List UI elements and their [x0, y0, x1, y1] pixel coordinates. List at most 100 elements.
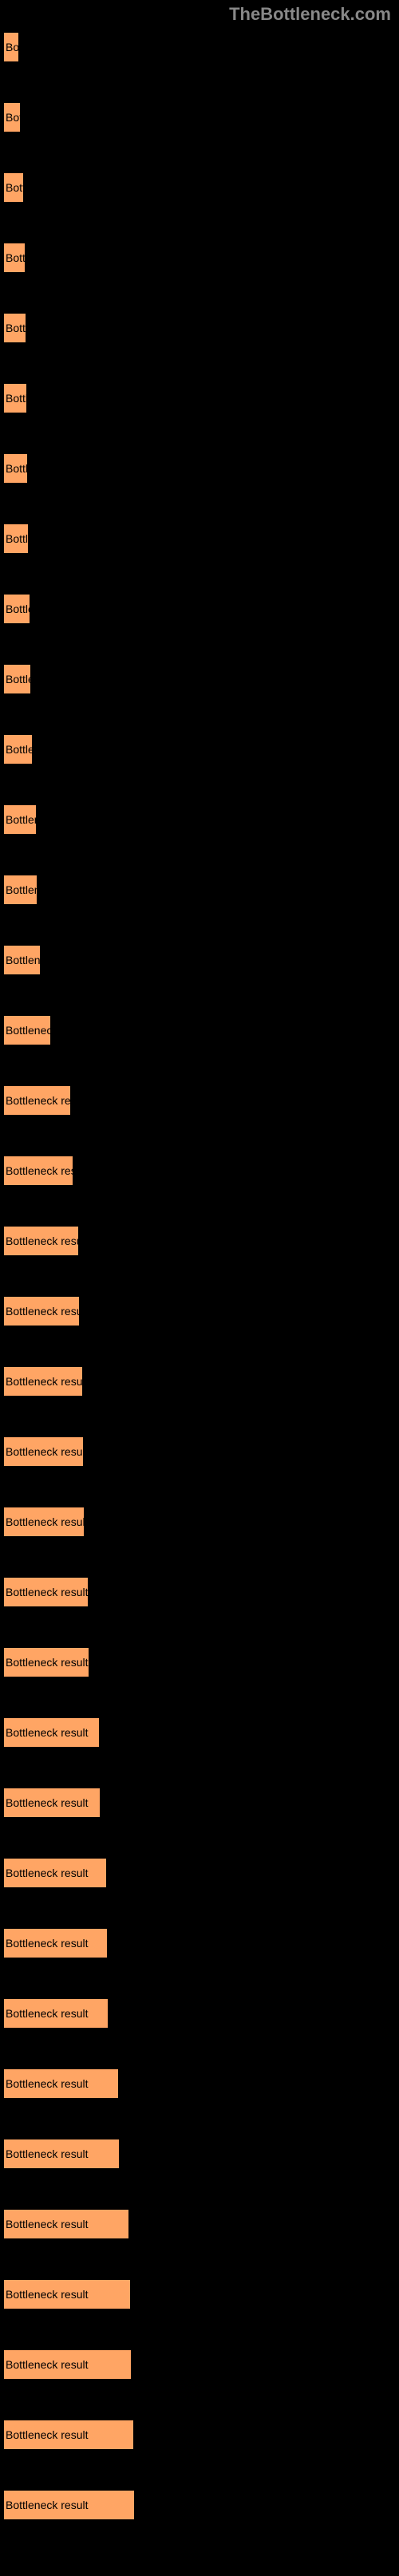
bar-label: Bottleneck result	[6, 181, 24, 194]
bar: Bottleneck result	[3, 1998, 109, 2029]
bar-label: Bottleneck result	[6, 2358, 89, 2371]
bar-row: Bottleneck result	[3, 1507, 399, 1537]
bar: Bottleneck result	[3, 32, 19, 62]
bar: Bottleneck result	[3, 1647, 89, 1677]
bar: Bottleneck result	[3, 2279, 131, 2309]
bar: Bottleneck result	[3, 1156, 73, 1186]
bar: Bottleneck result	[3, 1858, 107, 1888]
bar-label: Bottleneck result	[6, 1305, 80, 1318]
bar-row: Bottleneck result	[3, 1296, 399, 1326]
bar-row: Bottleneck result	[3, 2068, 399, 2099]
bar: Bottleneck result	[3, 1085, 71, 1116]
bar-row: Bottleneck result	[3, 1366, 399, 1397]
bar: Bottleneck result	[3, 734, 33, 765]
bar-row: Bottleneck result	[3, 664, 399, 694]
bar-label: Bottleneck result	[6, 1445, 84, 1458]
bar: Bottleneck result	[3, 945, 41, 975]
bar-row: Bottleneck result	[3, 1577, 399, 1607]
bar: Bottleneck result	[3, 1366, 83, 1397]
bar-row: Bottleneck result	[3, 2139, 399, 2169]
bar: Bottleneck result	[3, 804, 37, 835]
bar-row: Bottleneck result	[3, 1226, 399, 1256]
bar-label: Bottleneck result	[6, 1656, 89, 1669]
bar-label: Bottleneck result	[6, 2428, 89, 2441]
bar-row: Bottleneck result	[3, 313, 399, 343]
bar-row: Bottleneck result	[3, 1998, 399, 2029]
bar: Bottleneck result	[3, 594, 30, 624]
bar-row: Bottleneck result	[3, 32, 399, 62]
bar-row: Bottleneck result	[3, 172, 399, 203]
bar-row: Bottleneck result	[3, 243, 399, 273]
bar-row: Bottleneck result	[3, 523, 399, 554]
bar-label: Bottleneck result	[6, 1937, 89, 1950]
bar-row: Bottleneck result	[3, 1085, 399, 1116]
bar: Bottleneck result	[3, 243, 26, 273]
bar: Bottleneck result	[3, 1436, 84, 1467]
bar-row: Bottleneck result	[3, 383, 399, 413]
bar-label: Bottleneck result	[6, 1515, 85, 1528]
bar: Bottleneck result	[3, 313, 26, 343]
bar-row: Bottleneck result	[3, 1015, 399, 1045]
bar-label: Bottleneck result	[6, 1726, 89, 1739]
bar-label: Bottleneck result	[6, 251, 26, 264]
bar-row: Bottleneck result	[3, 1436, 399, 1467]
bar-label: Bottleneck result	[6, 1375, 83, 1388]
bar-label: Bottleneck result	[6, 1586, 89, 1598]
bar: Bottleneck result	[3, 1296, 80, 1326]
bar-row: Bottleneck result	[3, 1928, 399, 1958]
bar: Bottleneck result	[3, 1788, 101, 1818]
bar-row: Bottleneck result	[3, 1788, 399, 1818]
bar-label: Bottleneck result	[6, 111, 21, 124]
bar-label: Bottleneck result	[6, 2147, 89, 2160]
bar-label: Bottleneck result	[6, 673, 31, 685]
bar: Bottleneck result	[3, 1928, 108, 1958]
bar-row: Bottleneck result	[3, 1717, 399, 1748]
bar-label: Bottleneck result	[6, 1094, 71, 1107]
site-title: TheBottleneck.com	[229, 4, 391, 25]
bar: Bottleneck result	[3, 2490, 135, 2520]
bar-label: Bottleneck result	[6, 954, 41, 966]
bar: Bottleneck result	[3, 1226, 79, 1256]
bar-row: Bottleneck result	[3, 945, 399, 975]
bar-label: Bottleneck result	[6, 883, 38, 896]
bar-label: Bottleneck result	[6, 2288, 89, 2301]
bar-label: Bottleneck result	[6, 2218, 89, 2230]
bar: Bottleneck result	[3, 875, 38, 905]
bar: Bottleneck result	[3, 172, 24, 203]
bar-label: Bottleneck result	[6, 322, 26, 334]
bar: Bottleneck result	[3, 1015, 51, 1045]
bar-row: Bottleneck result	[3, 1647, 399, 1677]
bar: Bottleneck result	[3, 2420, 134, 2450]
bar: Bottleneck result	[3, 2068, 119, 2099]
bar-row: Bottleneck result	[3, 2209, 399, 2239]
bar-row: Bottleneck result	[3, 102, 399, 132]
bar-label: Bottleneck result	[6, 2499, 89, 2511]
bar-row: Bottleneck result	[3, 594, 399, 624]
bar: Bottleneck result	[3, 2209, 129, 2239]
bar-label: Bottleneck result	[6, 41, 19, 53]
bar: Bottleneck result	[3, 1507, 85, 1537]
bar-label: Bottleneck result	[6, 813, 37, 826]
bar-row: Bottleneck result	[3, 734, 399, 765]
bar: Bottleneck result	[3, 383, 27, 413]
bar-label: Bottleneck result	[6, 1164, 73, 1177]
bar-label: Bottleneck result	[6, 532, 29, 545]
bar-row: Bottleneck result	[3, 2349, 399, 2380]
bar: Bottleneck result	[3, 2139, 120, 2169]
bar-label: Bottleneck result	[6, 2077, 89, 2090]
bar: Bottleneck result	[3, 1577, 89, 1607]
bar-row: Bottleneck result	[3, 2420, 399, 2450]
bar-row: Bottleneck result	[3, 1858, 399, 1888]
bar-label: Bottleneck result	[6, 2007, 89, 2020]
bar-label: Bottleneck result	[6, 1796, 89, 1809]
bar: Bottleneck result	[3, 102, 21, 132]
bar-label: Bottleneck result	[6, 1024, 51, 1037]
bar-label: Bottleneck result	[6, 743, 33, 756]
bar-row: Bottleneck result	[3, 1156, 399, 1186]
bar-chart: Bottleneck result Bottleneck result Bottle…	[0, 0, 399, 2576]
bar: Bottleneck result	[3, 2349, 132, 2380]
bar-label: Bottleneck result	[6, 462, 28, 475]
bar: Bottleneck result	[3, 453, 28, 484]
bar-row: Bottleneck result	[3, 453, 399, 484]
bar-label: Bottleneck result	[6, 392, 27, 405]
